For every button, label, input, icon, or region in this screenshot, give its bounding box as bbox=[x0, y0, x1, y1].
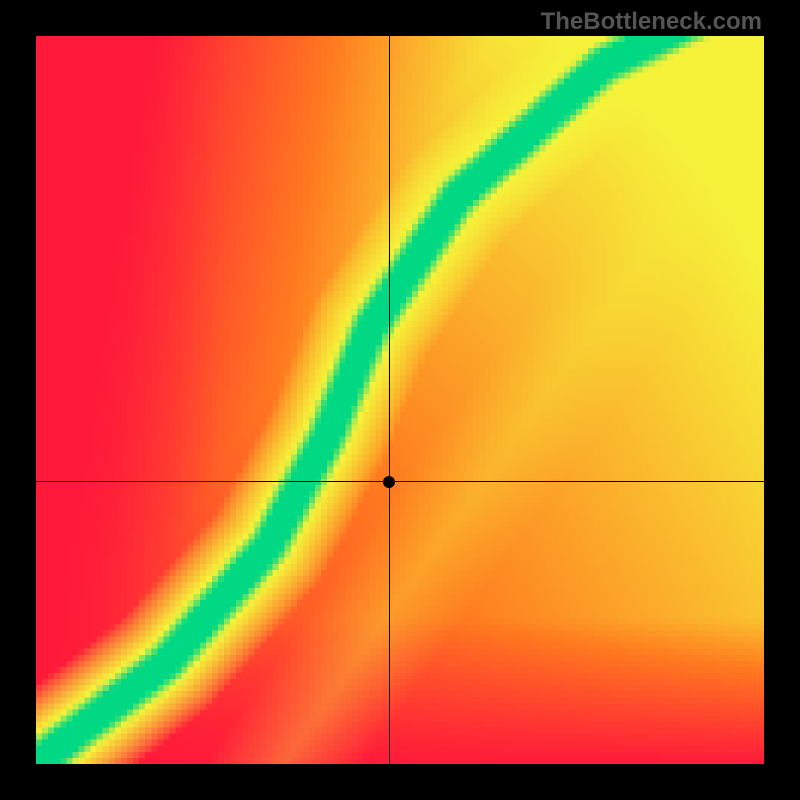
chart-container: TheBottleneck.com bbox=[0, 0, 800, 800]
heatmap-canvas bbox=[36, 36, 764, 764]
data-point-marker bbox=[383, 476, 395, 488]
watermark-text: TheBottleneck.com bbox=[541, 8, 762, 36]
crosshair-vertical bbox=[389, 36, 390, 764]
crosshair-horizontal bbox=[36, 481, 764, 482]
